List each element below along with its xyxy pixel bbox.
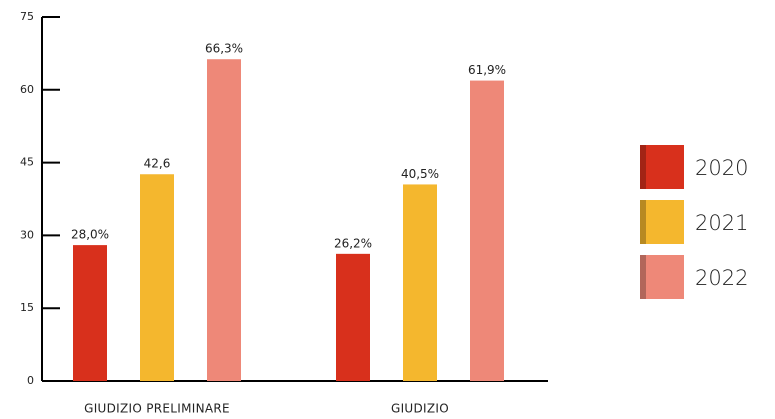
value-label: 26,2% bbox=[334, 236, 372, 250]
bar bbox=[140, 174, 174, 381]
x-tick-label: GIUDIZIO bbox=[391, 402, 449, 416]
legend-swatch bbox=[640, 200, 684, 244]
legend-swatch-edge bbox=[640, 200, 646, 244]
bar bbox=[336, 253, 370, 381]
legend-swatch-edge bbox=[640, 255, 646, 299]
y-tick-label: 30 bbox=[20, 228, 34, 241]
y-tick-label: 15 bbox=[20, 301, 34, 314]
value-label: 61,9% bbox=[468, 63, 506, 77]
bar bbox=[403, 184, 437, 381]
y-tick-label: 60 bbox=[20, 83, 34, 96]
legend-label: 2020 bbox=[695, 156, 748, 180]
y-tick-label: 75 bbox=[20, 10, 34, 23]
legend-label: 2022 bbox=[695, 266, 748, 290]
bar bbox=[73, 245, 107, 381]
legend-swatch-edge bbox=[640, 145, 646, 189]
legend-label: 2021 bbox=[695, 211, 748, 235]
value-label: 42,6 bbox=[144, 157, 171, 171]
value-label: 40,5% bbox=[401, 167, 439, 181]
value-label: 28,0% bbox=[71, 228, 109, 242]
legend-swatch bbox=[640, 255, 684, 299]
bar bbox=[207, 59, 241, 381]
y-tick-label: 0 bbox=[27, 374, 34, 387]
value-label: 66,3% bbox=[205, 42, 243, 56]
bar bbox=[470, 80, 504, 381]
legend-swatch bbox=[640, 145, 684, 189]
x-tick-label: GIUDIZIO PRELIMINARE bbox=[84, 402, 230, 416]
y-tick-label: 45 bbox=[20, 156, 34, 169]
